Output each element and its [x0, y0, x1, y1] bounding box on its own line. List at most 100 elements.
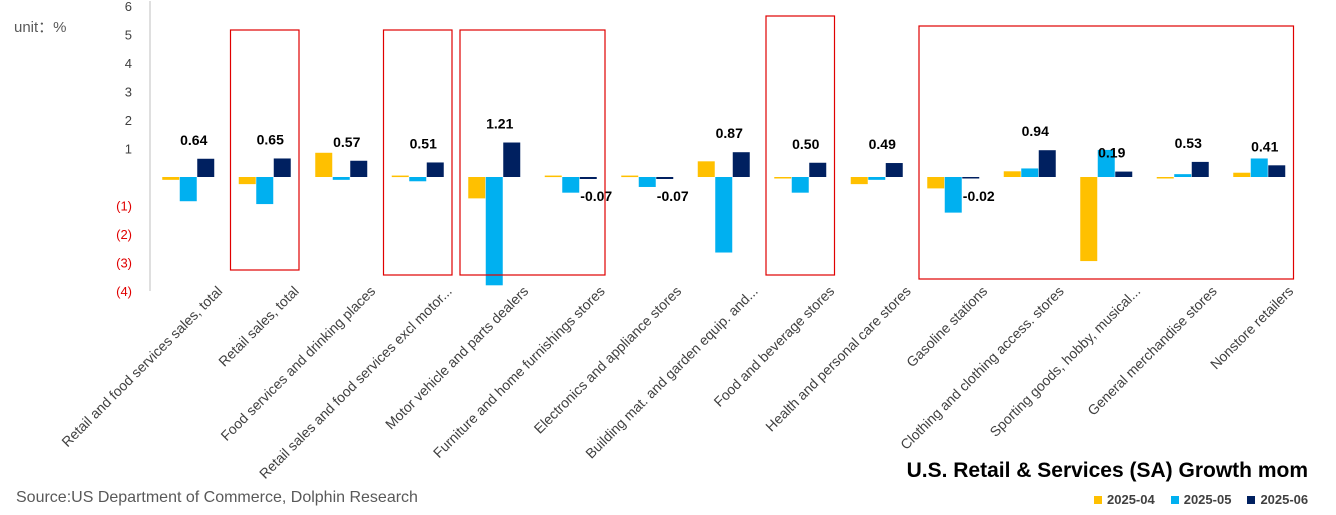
highlight-box — [229, 29, 300, 271]
bar-2025-06-0 — [197, 158, 215, 177]
data-label: 0.94 — [1022, 123, 1049, 139]
y-tick-label: (2) — [116, 227, 132, 242]
bar-2025-04-2 — [315, 152, 333, 177]
x-category-label: Retail and food services sales, total — [58, 283, 225, 450]
x-category-label: Motor vehicle and parts dealers — [382, 283, 531, 432]
bar-2025-05-4 — [485, 177, 503, 286]
y-tick-label: (4) — [116, 284, 132, 299]
bar-2025-06-13 — [1191, 161, 1209, 177]
bar-2025-05-9 — [868, 177, 886, 180]
x-category-label: General merchandise stores — [1084, 283, 1220, 419]
y-tick-label: 5 — [125, 28, 132, 43]
bar-2025-06-5 — [579, 177, 597, 179]
y-tick-label: (1) — [116, 199, 132, 214]
bar-2025-05-14 — [1250, 158, 1268, 177]
bar-2025-06-3 — [426, 162, 444, 177]
bar-2025-04-4 — [468, 177, 486, 199]
highlight-box — [765, 15, 836, 276]
x-category-label: Electronics and appliance stores — [531, 283, 685, 437]
x-category-label: Clothing and clothing access. stores — [897, 283, 1067, 453]
bar-2025-04-11 — [1003, 171, 1021, 177]
bar-2025-06-8 — [809, 162, 827, 177]
data-label: 1.21 — [486, 116, 513, 132]
x-category-label: Retail sales, total — [215, 283, 302, 370]
x-category-label: Nonstore retailers — [1207, 283, 1296, 372]
legend-item-2025-05: 2025-05 — [1170, 492, 1232, 507]
bar-2025-04-13 — [1156, 177, 1174, 179]
bar-2025-06-2 — [350, 160, 368, 177]
legend-swatch — [1170, 495, 1179, 504]
bar-2025-05-3 — [409, 177, 427, 182]
data-label: 0.49 — [869, 136, 896, 152]
bar-2025-05-11 — [1021, 168, 1039, 177]
bar-2025-04-7 — [697, 161, 715, 177]
x-category-label: Furniture and home furnishings stores — [430, 283, 608, 461]
bar-2025-04-12 — [1080, 177, 1098, 262]
x-category-label: Building mat. and garden equip. and... — [582, 283, 761, 462]
bar-2025-05-13 — [1174, 174, 1192, 177]
x-category-label: Gasoline stations — [903, 283, 990, 370]
bar-2025-04-8 — [774, 177, 792, 179]
y-tick-label: 4 — [125, 56, 132, 71]
y-tick-label: 1 — [125, 142, 132, 157]
bar-2025-05-12 — [1097, 149, 1115, 177]
y-tick-label: 3 — [125, 85, 132, 100]
bar-2025-06-6 — [656, 177, 674, 179]
data-label: 0.87 — [716, 125, 743, 141]
bar-2025-04-9 — [850, 177, 868, 185]
bar-2025-05-5 — [562, 177, 580, 193]
bar-2025-05-6 — [638, 177, 656, 187]
highlight-box — [918, 25, 1295, 280]
bar-2025-06-12 — [1115, 171, 1133, 177]
data-label: -0.02 — [963, 188, 995, 204]
data-label: 0.51 — [410, 135, 437, 151]
legend-item-2025-04: 2025-04 — [1094, 492, 1155, 507]
legend-label: 2025-04 — [1107, 492, 1155, 507]
y-tick-label: (3) — [116, 256, 132, 271]
bar-2025-06-7 — [732, 152, 750, 177]
data-label: 0.57 — [333, 134, 360, 150]
data-label: 0.64 — [180, 132, 207, 148]
y-tick-label: 6 — [125, 0, 132, 14]
unit-label: unit：% — [14, 19, 67, 36]
bar-2025-05-8 — [791, 177, 809, 193]
legend-item-2025-06: 2025-06 — [1247, 492, 1308, 507]
data-label: -0.07 — [580, 188, 612, 204]
data-label: 0.65 — [257, 131, 284, 147]
data-label: 0.50 — [792, 136, 819, 152]
bar-2025-04-0 — [162, 177, 180, 180]
bar-2025-04-6 — [621, 175, 639, 178]
bar-2025-04-5 — [544, 175, 562, 178]
bar-2025-05-10 — [944, 177, 962, 213]
source-note: Source:US Department of Commerce, Dolphi… — [16, 489, 418, 506]
bar-2025-06-9 — [885, 163, 903, 177]
bar-2025-04-1 — [238, 177, 256, 185]
bar-2025-06-10 — [962, 177, 980, 179]
highlight-box — [382, 29, 453, 276]
y-tick-label: 2 — [125, 113, 132, 128]
data-label: 0.19 — [1098, 145, 1125, 161]
bar-2025-06-1 — [273, 158, 291, 177]
chart-title: U.S. Retail & Services (SA) Growth mom — [906, 459, 1308, 482]
highlight-box — [459, 29, 606, 276]
x-category-label: Sporting goods, hobby, musical... — [986, 283, 1143, 440]
bar-2025-05-7 — [715, 177, 733, 253]
data-label: 0.53 — [1175, 135, 1202, 151]
data-label: -0.07 — [657, 188, 689, 204]
legend-swatch — [1094, 495, 1102, 504]
x-category-label: Food services and drinking places — [217, 283, 378, 444]
bar-2025-05-0 — [179, 177, 197, 202]
legend-label: 2025-05 — [1183, 492, 1232, 507]
legend: 2025-04 2025-05 2025-06 — [1094, 492, 1308, 507]
legend-swatch — [1247, 495, 1256, 504]
data-label: 0.41 — [1251, 138, 1278, 154]
bar-2025-06-11 — [1038, 150, 1056, 177]
x-category-label: Health and personal care stores — [762, 283, 914, 435]
bar-2025-06-4 — [503, 142, 521, 177]
bar-2025-04-3 — [391, 175, 409, 178]
bar-2025-04-10 — [927, 177, 945, 189]
bar-2025-05-2 — [332, 177, 350, 180]
legend-label: 2025-06 — [1260, 492, 1309, 507]
bar-2025-06-14 — [1268, 165, 1286, 177]
